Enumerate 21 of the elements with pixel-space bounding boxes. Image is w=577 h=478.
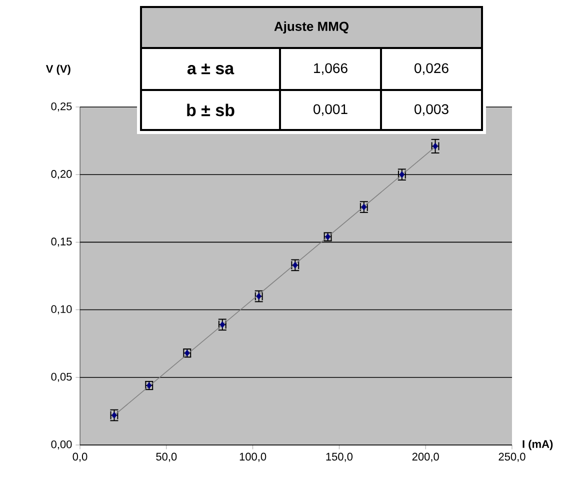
x-tick-label: 150,0: [326, 452, 353, 462]
x-tick-label: 200,0: [412, 452, 439, 462]
y-tick-label: 0,00: [51, 440, 72, 450]
x-tick-label: 100,0: [240, 452, 266, 462]
text: a ± sa: [187, 64, 234, 74]
x-tick-label: 250,0: [498, 452, 526, 462]
y-tick-label: 0,15: [51, 238, 72, 247]
y-tick-label: 0,25: [51, 102, 72, 112]
y-tick-label: 0,20: [51, 170, 72, 180]
annotation: 0,003: [414, 104, 448, 116]
x-axis-title: I (mA): [522, 440, 553, 450]
y-tick-label: 0,10: [51, 305, 72, 314]
x-tick-label: 50,0: [156, 452, 177, 462]
text: Ajuste MMQ: [274, 21, 348, 34]
annotation: b ± sb: [187, 104, 234, 116]
annotation: 0,001: [314, 104, 348, 116]
text: 0,026: [414, 63, 448, 75]
text: 1,066: [314, 63, 348, 75]
y-axis-title: V (V): [46, 64, 70, 75]
x-tick-label: 0,0: [72, 452, 88, 462]
y-tick-label: 0,05: [51, 372, 72, 382]
